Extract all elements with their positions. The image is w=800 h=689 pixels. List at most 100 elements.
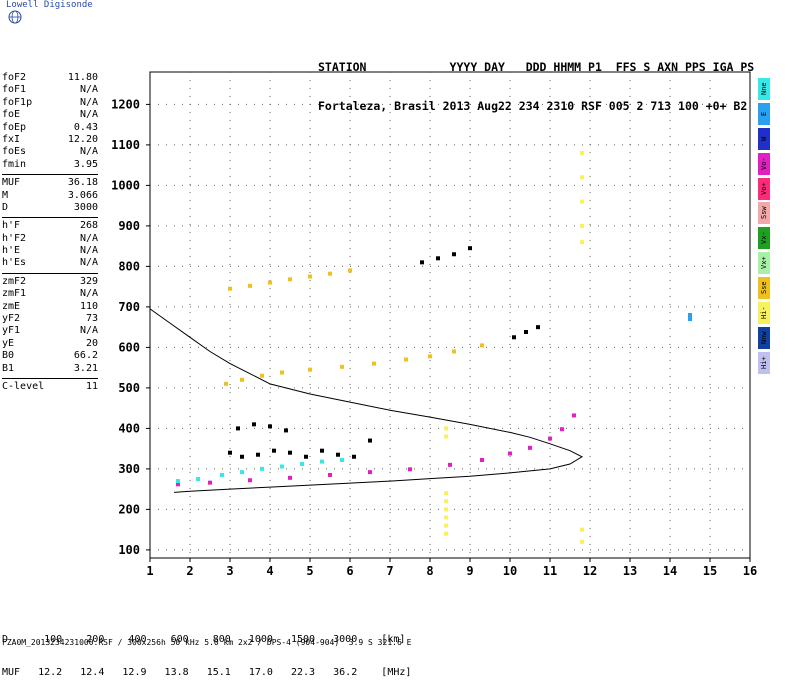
echo-point	[260, 373, 264, 378]
x-tick-label: 4	[266, 564, 273, 578]
param-value: N/A	[79, 109, 98, 121]
echo-point	[248, 478, 252, 483]
param-value: N/A	[79, 245, 98, 257]
echo-point	[444, 515, 448, 520]
legend-label: Hi+	[760, 356, 768, 370]
echo-point	[228, 450, 232, 455]
params-separator	[2, 272, 98, 274]
param-value: 0.43	[73, 121, 98, 133]
legend-swatch-nne: Nne	[758, 78, 770, 100]
echo-point	[580, 151, 584, 155]
param-label: foEs	[2, 146, 27, 158]
legend-label: Vo+	[760, 182, 768, 195]
param-value: 268	[79, 220, 98, 232]
y-tick-label: 800	[118, 259, 140, 273]
param-value: 66.2	[73, 350, 98, 362]
params-separator	[2, 174, 98, 176]
legend-swatch-vo-: Vo-	[758, 152, 770, 175]
echo-point	[256, 452, 260, 457]
echo-point	[220, 472, 224, 477]
echo-point	[528, 445, 532, 450]
echo-point	[408, 467, 412, 472]
param-value: N/A	[79, 257, 98, 269]
footer-file-info: FZA0M_2013234231000.RSF / 300x256h 50 kH…	[2, 638, 412, 647]
echo-point	[560, 427, 564, 432]
echo-point	[580, 223, 584, 228]
echo-point	[260, 466, 264, 471]
param-label: yF2	[2, 313, 21, 325]
param-row: foEs N/A	[2, 146, 98, 158]
legend-swatch-e: E	[758, 102, 770, 125]
param-label: foE	[2, 109, 21, 121]
param-value: N/A	[79, 288, 98, 300]
echo-point	[308, 367, 312, 372]
param-value: 329	[79, 275, 98, 287]
echo-point	[280, 464, 284, 469]
param-value: N/A	[79, 96, 98, 108]
param-row: zmE 110	[2, 301, 98, 313]
legend-label: Nnw	[760, 331, 768, 345]
param-row: MUF 36.18	[2, 177, 98, 189]
param-label: h'F2	[2, 232, 27, 244]
echo-point	[444, 507, 448, 512]
param-value: 3.066	[67, 189, 98, 201]
param-row: foF2 11.80	[2, 72, 98, 84]
header-line-1: STATION YYYY DAY DDD HHMM P1 FFS S AXN P…	[318, 60, 755, 74]
param-label: C-level	[2, 380, 45, 392]
profile-curve	[149, 308, 584, 493]
x-tick-label: 12	[583, 564, 597, 578]
param-row: M 3.066	[2, 190, 98, 202]
legend-swatch-hi-: Hi+	[758, 351, 770, 374]
param-row: foEp 0.43	[2, 122, 98, 134]
y-tick-label: 1000	[111, 178, 140, 192]
globe-icon	[8, 10, 22, 24]
param-value: 11.80	[67, 72, 98, 83]
x-tick-label: 2	[186, 564, 193, 578]
param-label: zmF2	[2, 275, 27, 287]
param-label: foF2	[2, 72, 27, 83]
legend-swatch-nnw: Nnw	[758, 326, 770, 349]
echo-point	[288, 475, 292, 480]
param-value: N/A	[79, 84, 98, 96]
echo-point	[288, 277, 292, 282]
station-header: STATION YYYY DAY DDD HHMM P1 FFS S AXN P…	[318, 35, 754, 126]
legend-label: W	[760, 136, 768, 141]
param-label: yE	[2, 337, 15, 349]
echo-point	[444, 499, 448, 504]
param-value: 20	[85, 337, 98, 349]
param-row: h'E N/A	[2, 245, 98, 257]
param-label: foEp	[2, 121, 27, 133]
legend-label: Hi-	[760, 306, 768, 320]
y-tick-label: 100	[118, 543, 140, 557]
param-row: zmF1 N/A	[2, 288, 98, 300]
echo-point	[252, 422, 256, 427]
param-label: B0	[2, 350, 15, 362]
echo-point	[444, 434, 448, 439]
x-tick-label: 7	[386, 564, 393, 578]
echo-point	[404, 357, 408, 362]
param-value: N/A	[79, 146, 98, 158]
param-label: h'Es	[2, 257, 27, 269]
echo-point	[304, 454, 308, 459]
echo-point	[444, 426, 448, 431]
param-row: yF2 73	[2, 313, 98, 325]
echo-point	[340, 364, 344, 369]
echo-point	[228, 286, 232, 291]
param-label: h'E	[2, 245, 21, 257]
echo-point	[248, 283, 252, 288]
param-label: zmE	[2, 300, 21, 312]
echo-point	[480, 343, 484, 348]
legend-label: Nne	[760, 82, 768, 96]
param-row: fxI 12.20	[2, 134, 98, 146]
x-tick-label: 1	[146, 564, 153, 578]
legend-label: Vo-	[760, 157, 768, 170]
param-row: zmF2 329	[2, 276, 98, 288]
y-tick-label: 1200	[111, 97, 140, 111]
echo-point	[428, 354, 432, 359]
param-row: B0 66.2	[2, 350, 98, 362]
echo-point	[236, 426, 240, 431]
param-row: C-level 11	[2, 381, 98, 393]
echo-point	[300, 462, 304, 467]
x-tick-label: 15	[703, 564, 717, 578]
param-label: zmF1	[2, 288, 27, 300]
